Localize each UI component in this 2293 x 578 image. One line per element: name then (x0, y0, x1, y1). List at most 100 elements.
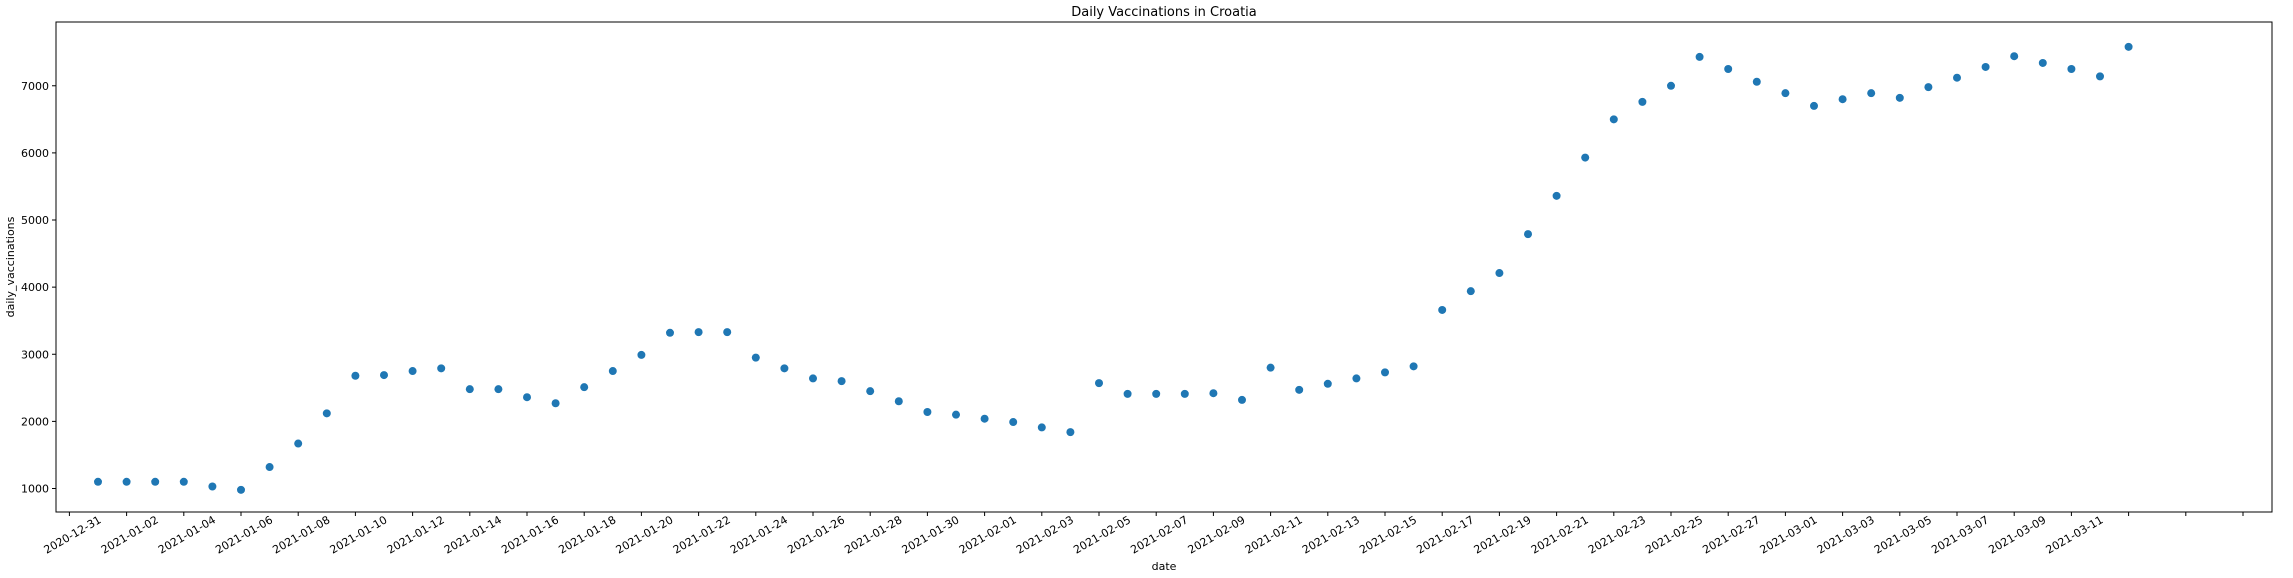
data-point (2067, 64, 2076, 73)
x-tick-label: 2021-01-06 (213, 513, 275, 556)
data-point (1867, 89, 1876, 98)
data-point (923, 407, 932, 416)
data-point (1152, 389, 1161, 398)
data-point (1810, 101, 1818, 110)
plot-frame (55, 21, 2273, 513)
data-point (1009, 418, 1018, 427)
data-point (1095, 379, 1103, 388)
x-tick-label: 2021-03-01 (1758, 513, 1820, 556)
data-point (1781, 89, 1790, 98)
data-point (980, 414, 989, 423)
data-point (1581, 153, 1590, 162)
data-point (1609, 115, 1618, 124)
data-point (2038, 58, 2047, 67)
x-tick-label: 2021-02-21 (1529, 513, 1591, 556)
data-point (1295, 385, 1304, 394)
x-tick-label: 2021-03-09 (1986, 513, 2048, 556)
data-point (894, 397, 903, 406)
x-tick-label: 2021-02-27 (1700, 513, 1762, 556)
data-point (122, 477, 131, 486)
x-tick-label: 2021-01-18 (556, 513, 618, 556)
data-point (1209, 389, 1218, 398)
data-point (2124, 42, 2133, 51)
chart-title: Daily Vaccinations in Croatia (1071, 5, 1257, 20)
x-tick-label: 2021-02-15 (1357, 513, 1419, 556)
x-tick-label: 2021-02-19 (1472, 513, 1534, 556)
data-point (1838, 95, 1847, 104)
x-tick-label: 2021-02-03 (1014, 513, 1076, 556)
data-point (837, 377, 846, 386)
data-point (1123, 389, 1132, 398)
x-tick-label: 2021-03-05 (1872, 513, 1934, 556)
data-point (1981, 62, 1990, 71)
x-tick-label: 2021-03-07 (1929, 513, 1991, 556)
x-tick-label: 2021-01-10 (328, 513, 390, 556)
data-point (494, 385, 503, 394)
x-tick-label: 2021-02-13 (1300, 513, 1362, 556)
x-tick-label: 2020-12-31 (42, 513, 104, 556)
data-point (666, 328, 674, 337)
x-tick-label: 2021-02-01 (957, 513, 1019, 556)
x-tick-label: 2021-01-26 (785, 513, 847, 556)
x-tick-label: 2021-03-03 (1815, 513, 1877, 556)
data-point (1524, 230, 1532, 239)
data-point (1323, 379, 1332, 388)
data-point (1409, 362, 1418, 371)
data-point (237, 485, 245, 494)
data-point (1180, 389, 1189, 398)
data-point (1238, 395, 1246, 404)
data-point (1266, 363, 1275, 372)
y-tick-label: 3000 (21, 348, 49, 361)
x-tick-label: 2021-01-22 (671, 513, 733, 556)
x-tick-label: 2021-01-24 (728, 513, 790, 556)
data-point (1724, 64, 1733, 73)
x-tick-label: 2021-01-14 (442, 513, 504, 556)
data-point (952, 410, 960, 419)
data-point (580, 383, 589, 392)
y-tick-label: 5000 (21, 214, 49, 227)
x-tick-label: 2021-01-16 (499, 513, 561, 556)
data-point (1381, 368, 1389, 377)
x-tick-label: 2021-01-30 (900, 513, 962, 556)
x-tick-label: 2021-03-11 (2044, 513, 2106, 556)
data-point (2096, 72, 2104, 81)
x-tick-label: 2021-02-23 (1586, 513, 1648, 556)
data-point (1953, 73, 1961, 82)
y-tick-label: 7000 (21, 80, 49, 93)
x-tick-label: 2021-02-11 (1243, 513, 1305, 556)
data-point (723, 328, 732, 337)
data-point (637, 350, 646, 359)
data-point (523, 393, 531, 402)
x-tick-label: 2021-01-08 (270, 513, 332, 556)
x-tick-label: 2021-01-12 (385, 513, 447, 556)
data-point (866, 387, 875, 396)
y-tick-label: 2000 (21, 415, 49, 428)
data-point (1552, 191, 1561, 200)
data-point (1495, 269, 1504, 278)
x-tick-label: 2021-01-04 (156, 513, 218, 556)
data-point (551, 399, 560, 408)
data-point (151, 477, 160, 486)
data-point (179, 477, 188, 486)
x-tick-label: 2021-02-07 (1128, 513, 1190, 556)
x-tick-label: 2021-02-17 (1414, 513, 1476, 556)
data-point (294, 439, 303, 448)
data-point (809, 374, 817, 383)
data-point (1066, 428, 1075, 437)
x-tick-label: 2021-01-28 (842, 513, 904, 556)
data-point (1352, 374, 1361, 383)
data-point (751, 353, 760, 362)
data-point (437, 364, 446, 373)
data-point (1037, 423, 1046, 432)
y-tick-label: 1000 (21, 483, 49, 496)
data-point (2010, 52, 2019, 61)
data-point (608, 367, 617, 376)
x-axis-label: date (1152, 560, 1177, 573)
data-point (408, 367, 417, 376)
data-point (1667, 81, 1675, 90)
data-point (380, 371, 388, 380)
data-point (1924, 83, 1933, 92)
data-point (1438, 305, 1447, 314)
data-points (94, 42, 2133, 494)
